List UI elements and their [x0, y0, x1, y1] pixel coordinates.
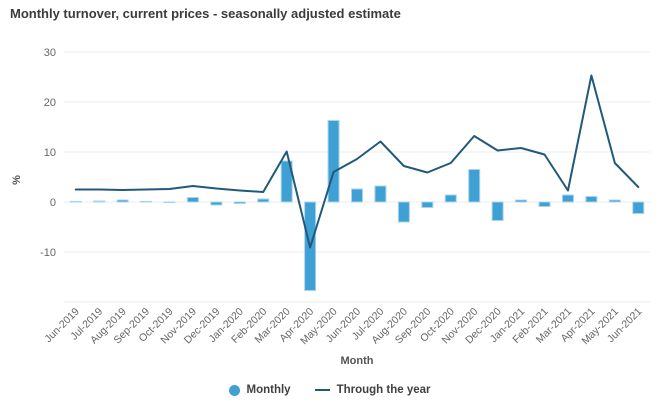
y-axis-title: %	[11, 175, 23, 185]
monthly-bar[interactable]	[374, 185, 387, 203]
y-tick-label: 30	[44, 47, 56, 59]
monthly-bar[interactable]	[444, 194, 457, 203]
monthly-bar[interactable]	[561, 194, 574, 203]
monthly-bar[interactable]	[163, 201, 176, 204]
chart-title: Monthly turnover, current prices - seaso…	[10, 6, 401, 21]
y-tick-label: 0	[50, 197, 56, 209]
x-axis-title: Month	[340, 355, 374, 367]
monthly-bar[interactable]	[233, 201, 246, 204]
monthly-bar[interactable]	[585, 196, 598, 203]
y-tick-label: -10	[40, 247, 56, 259]
monthly-bar[interactable]	[93, 200, 106, 203]
monthly-bar[interactable]	[491, 201, 504, 221]
monthly-bar[interactable]	[632, 201, 645, 214]
monthly-bar[interactable]	[538, 201, 551, 207]
legend-item-through-the-year[interactable]: Through the year	[314, 384, 431, 396]
monthly-bar[interactable]	[280, 160, 293, 203]
monthly-series-marker-icon	[229, 384, 241, 396]
monthly-bar[interactable]	[210, 201, 223, 206]
monthly-bar[interactable]	[327, 120, 340, 203]
monthly-bar[interactable]	[351, 188, 363, 203]
monthly-bar[interactable]	[69, 200, 82, 203]
monthly-bar[interactable]	[421, 201, 434, 208]
through-year-series-marker-icon	[314, 389, 330, 391]
chart-legend: Monthly Through the year	[0, 379, 660, 401]
y-tick-label: 20	[44, 97, 56, 109]
chart-plot-area: 3020100-10%Jun-2019Jul-2019Aug-2019Sep-2…	[11, 47, 650, 347]
monthly-bar[interactable]	[140, 200, 153, 203]
monthly-bar[interactable]	[116, 199, 129, 203]
legend-item-monthly[interactable]: Monthly	[229, 384, 291, 396]
y-tick-label: 10	[44, 147, 56, 159]
monthly-bar[interactable]	[186, 197, 199, 203]
monthly-bar[interactable]	[397, 201, 410, 223]
legend-label-monthly: Monthly	[246, 384, 291, 396]
monthly-bar[interactable]	[257, 198, 270, 203]
legend-label-through-the-year: Through the year	[336, 384, 431, 396]
monthly-bar[interactable]	[515, 199, 528, 203]
monthly-bar[interactable]	[468, 169, 481, 203]
monthly-bar[interactable]	[608, 199, 621, 203]
through-year-line[interactable]	[74, 74, 640, 249]
